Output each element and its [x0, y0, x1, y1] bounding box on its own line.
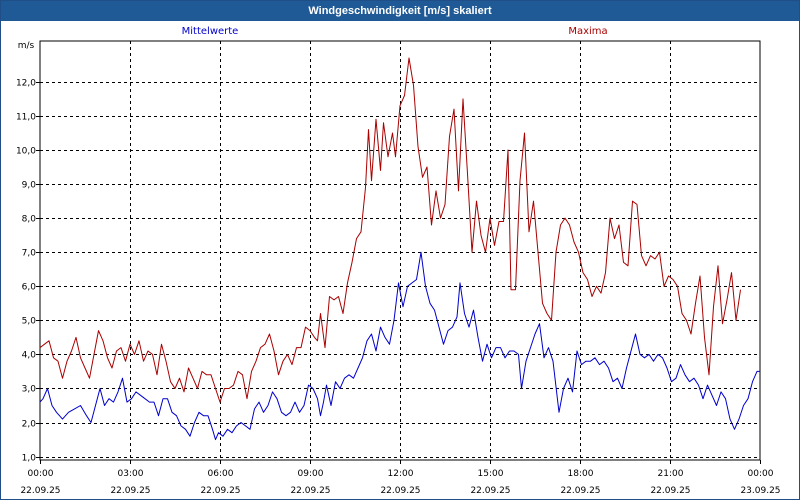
x-tick-time: 00:00	[748, 469, 774, 479]
x-tick-time: 12:00	[388, 469, 414, 479]
legend-mittelwerte: Mittelwerte	[182, 26, 239, 37]
axes: 1,0 2,0 3,0 4,0 5,0 6,0 7,0 8,0 9,0 10,0 11,0 12,0 0…	[16, 79, 781, 497]
grid	[40, 41, 760, 460]
y-tick-label: 9,0	[22, 181, 37, 191]
y-axis-label: m/s	[18, 41, 35, 51]
series-line-mittelwerte	[39, 251, 760, 441]
y-tick-label: 10,0	[16, 147, 36, 157]
window-title: Windgeschwindigkeit [m/s] skaliert	[1, 1, 799, 21]
series-line-maxima	[39, 57, 741, 403]
x-tick-time: 03:00	[118, 469, 144, 479]
x-tick-time: 18:00	[568, 469, 594, 479]
x-tick-date: 22.09.25	[290, 486, 330, 496]
x-tick-date: 22.09.25	[110, 486, 150, 496]
y-tick-label: 11,0	[16, 113, 36, 123]
x-tick-date: 22.09.25	[650, 486, 690, 496]
x-tick-date: 22.09.25	[380, 486, 420, 496]
series-layer	[39, 57, 760, 441]
x-tick-time: 06:00	[208, 469, 234, 479]
x-tick-time: 15:00	[478, 469, 504, 479]
y-tick-label: 12,0	[16, 79, 36, 89]
x-tick-date: 22.09.25	[200, 486, 240, 496]
y-tick-label: 5,0	[22, 317, 37, 327]
y-tick-label: 6,0	[22, 283, 37, 293]
y-tick-label: 2,0	[22, 420, 37, 430]
x-tick-date: 22.09.25	[560, 486, 600, 496]
x-tick-date: 23.09.25	[740, 486, 780, 496]
y-tick-label: 8,0	[22, 215, 37, 225]
y-tick-label: 3,0	[22, 385, 37, 395]
x-tick-date: 22.09.25	[470, 486, 510, 496]
x-tick-time: 00:00	[28, 469, 54, 479]
x-tick-date: 22.09.25	[20, 486, 60, 496]
y-tick-label: 4,0	[22, 351, 37, 361]
y-tick-label: 1,0	[22, 454, 37, 464]
y-tick-label: 7,0	[22, 249, 37, 259]
legend-maxima: Maxima	[568, 26, 607, 37]
x-tick-time: 09:00	[298, 469, 324, 479]
x-tick-time: 21:00	[658, 469, 684, 479]
